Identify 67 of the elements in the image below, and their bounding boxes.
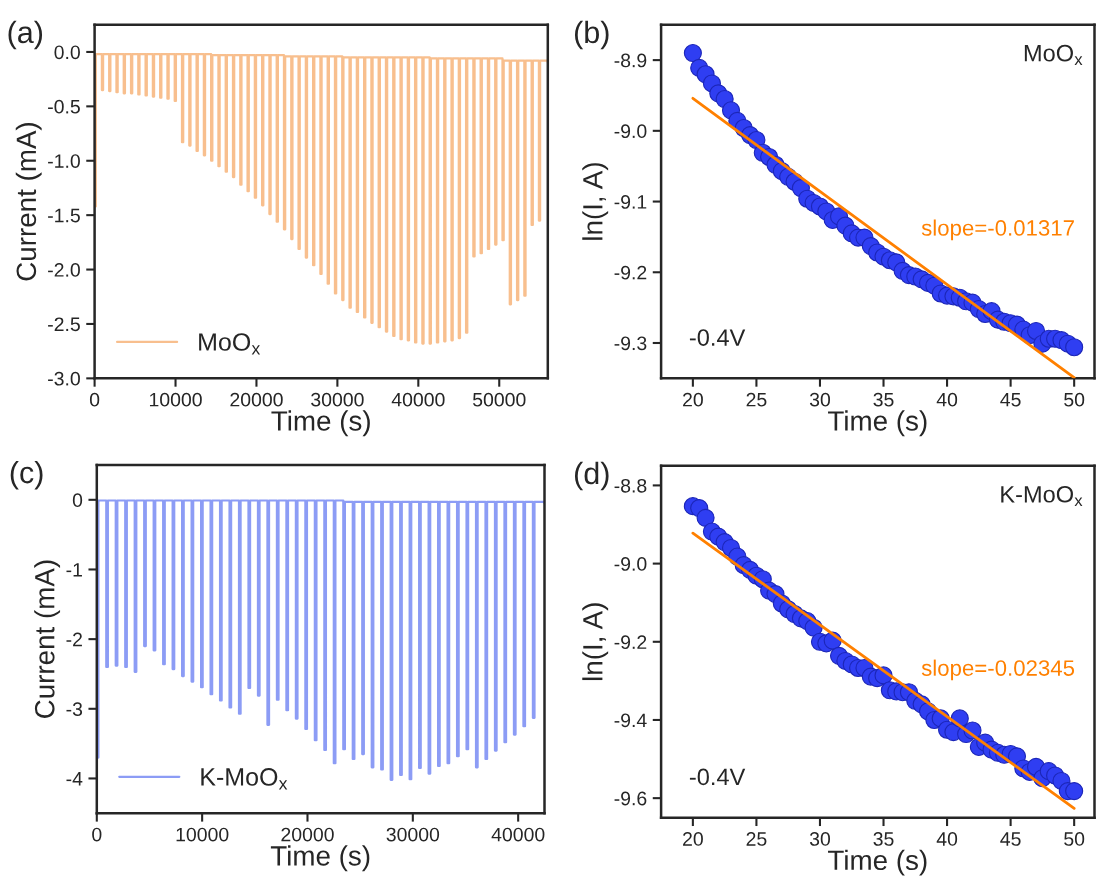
- annotation: MoO$_{x}$: [1024, 44, 1083, 66]
- x-tick-label: 30000: [386, 827, 440, 842]
- x-tick-label: 45: [1000, 392, 1021, 407]
- x-tick-label: 0: [89, 392, 100, 407]
- x-axis-title: Time (s): [271, 410, 370, 437]
- x-tick-label: 20000: [230, 392, 283, 407]
- legend-label: K-MoO$_{x}$: [201, 768, 288, 790]
- annotation: slope=-0.01317: [921, 219, 1074, 241]
- x-tick-label: 50000: [472, 392, 526, 407]
- text: (b): [575, 20, 609, 50]
- y-tick-label: -2: [66, 632, 82, 647]
- x-tick-label: 10000: [176, 827, 229, 842]
- y-tick-label: -1: [66, 563, 82, 577]
- y-axis-title: ln(I, A): [582, 603, 609, 681]
- x-tick-label: 0: [92, 827, 102, 842]
- x-tick-label: 30000: [311, 392, 364, 407]
- y-tick-label: -2.5: [48, 317, 80, 332]
- x-axis-title: Time (s): [270, 845, 370, 872]
- y-tick-label: -3: [66, 702, 83, 717]
- y-tick-label: -4: [66, 772, 83, 786]
- y-tick-label: -1.5: [48, 208, 80, 223]
- y-tick-label: 0.0: [54, 45, 80, 60]
- y-tick-label: -9.2: [614, 635, 647, 650]
- y-tick-label: -2.0: [48, 263, 80, 277]
- x-tick-label: 50: [1064, 832, 1085, 846]
- annotation: slope=-0.02345: [921, 659, 1075, 681]
- legend-label: MoO$_{x}$: [199, 333, 261, 355]
- x-tick-label: 20: [683, 832, 703, 846]
- annotation: -0.4V: [689, 768, 746, 786]
- annotation: -0.4V: [689, 329, 746, 346]
- text: (d): [575, 461, 609, 491]
- y-tick-label: -3.0: [48, 371, 80, 386]
- text: (c): [10, 460, 43, 490]
- x-axis-title: Time (s): [828, 849, 927, 876]
- x-tick-label: 50: [1064, 392, 1085, 407]
- y-tick-label: -8.9: [614, 53, 647, 68]
- y-tick-label: -8.8: [614, 478, 647, 493]
- x-tick-label: 20000: [281, 827, 334, 842]
- x-tick-label: 40000: [391, 392, 445, 407]
- x-axis-title: Time (s): [828, 410, 927, 437]
- x-tick-label: 10000: [149, 392, 202, 407]
- x-tick-label: 30: [809, 392, 831, 407]
- text: (a): [8, 20, 43, 50]
- y-tick-label: -9.0: [614, 124, 647, 139]
- y-tick-label: -1.0: [48, 154, 80, 168]
- x-tick-label: 40: [936, 832, 958, 846]
- x-tick-label: 20: [683, 392, 703, 407]
- y-axis-title: Current (mA): [34, 560, 61, 718]
- x-tick-label: 35: [873, 392, 894, 407]
- y-axis-title: ln(I, A): [582, 163, 609, 240]
- x-tick-label: 40000: [491, 827, 545, 842]
- y-tick-label: 0: [72, 493, 83, 508]
- y-tick-label: -9.3: [614, 336, 647, 351]
- x-tick-label: 40: [936, 392, 958, 407]
- y-tick-label: -9.2: [614, 265, 647, 280]
- annotation: K-MoO$_{x}$: [1001, 485, 1083, 507]
- y-tick-label: -0.5: [48, 99, 80, 114]
- x-tick-label: 45: [1000, 832, 1021, 846]
- x-tick-label: 25: [746, 832, 767, 846]
- y-tick-label: -9.0: [614, 557, 647, 571]
- y-tick-label: -9.6: [614, 791, 647, 806]
- x-tick-label: 30: [809, 832, 831, 846]
- x-tick-label: 35: [873, 832, 894, 846]
- y-axis-title: Current (mA): [15, 123, 42, 281]
- y-tick-label: -9.4: [614, 713, 647, 728]
- x-tick-label: 25: [746, 392, 767, 407]
- y-tick-label: -9.1: [614, 195, 647, 209]
